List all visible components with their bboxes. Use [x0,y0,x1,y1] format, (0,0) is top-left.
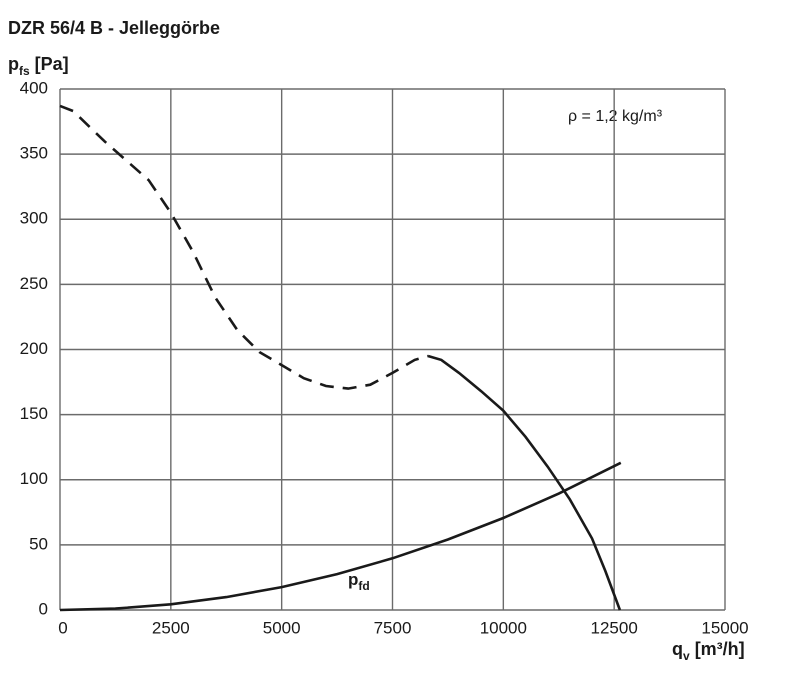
y-tick-label: 300 [20,209,48,228]
annotation: ρ = 1,2 kg/m³ [568,108,663,125]
x-tick-label: 12500 [591,618,638,637]
line-series [427,354,622,611]
x-tick-label: 10000 [480,618,527,637]
line-series [59,461,622,612]
x-tick-label: 0 [58,618,67,637]
curve-label: pfd [348,570,370,593]
y-tick-label: 350 [20,144,48,163]
x-tick-label: 15000 [701,618,748,637]
x-tick-label: 7500 [374,618,412,637]
x-label-sub: v [683,649,690,663]
y-tick-label: 50 [29,534,48,553]
y-tick-label: 100 [20,469,48,488]
y-label-unit: [Pa] [35,54,69,74]
curve-label-sub: fd [358,579,369,593]
x-tick-label: 2500 [152,618,190,637]
y-tick-label: 150 [20,404,48,423]
y-label-main: p [8,54,19,74]
line-series [59,104,429,390]
y-label-sub: fs [19,64,30,78]
x-axis-label: qv [m³/h] [672,639,745,663]
chart-title: DZR 56/4 B - Jelleggörbe [8,18,220,38]
x-label-main: q [672,639,683,659]
x-tick-label: 5000 [263,618,301,637]
y-axis-label: pfs [Pa] [8,54,69,78]
y-tick-label: 400 [20,78,48,97]
x-label-unit: [m³/h] [695,639,745,659]
y-tick-label: 200 [20,339,48,358]
y-tick-label: 0 [39,599,48,618]
y-tick-label: 250 [20,274,48,293]
curve-label-main: p [348,570,358,589]
